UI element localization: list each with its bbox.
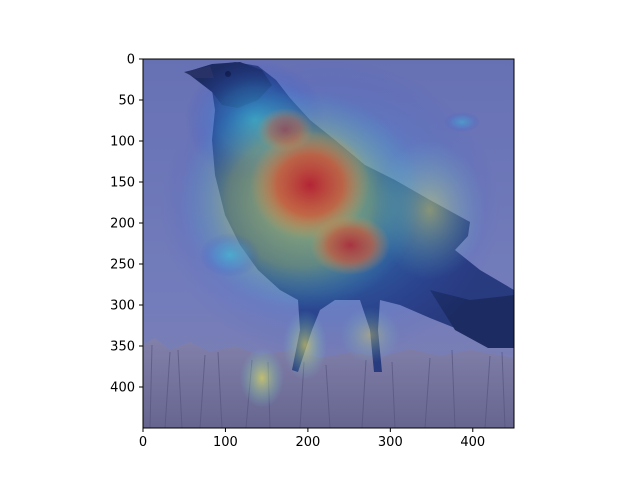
x-axis: 0 100 200 300 400 xyxy=(139,428,485,450)
x-tick-label: 400 xyxy=(460,435,485,450)
y-tick-label: 50 xyxy=(118,94,135,109)
y-tick-label: 400 xyxy=(110,381,135,396)
y-axis: 0 50 100 150 200 250 300 350 400 xyxy=(110,53,143,396)
x-tick-label: 0 xyxy=(139,435,147,450)
x-tick-label: 200 xyxy=(295,435,320,450)
heatmap-image xyxy=(143,59,514,428)
heatmap-overlay xyxy=(160,60,500,408)
crow-beak xyxy=(184,66,214,78)
y-tick-label: 150 xyxy=(110,176,135,191)
x-tick-label: 100 xyxy=(213,435,238,450)
y-tick-label: 100 xyxy=(110,135,135,150)
y-tick-label: 300 xyxy=(110,299,135,314)
y-tick-label: 250 xyxy=(110,258,135,273)
y-tick-label: 200 xyxy=(110,217,135,232)
x-tick-label: 300 xyxy=(378,435,403,450)
y-tick-label: 350 xyxy=(110,340,135,355)
plot-frame xyxy=(142,58,515,429)
grass-ground xyxy=(143,338,514,428)
y-tick-label: 0 xyxy=(127,53,135,68)
